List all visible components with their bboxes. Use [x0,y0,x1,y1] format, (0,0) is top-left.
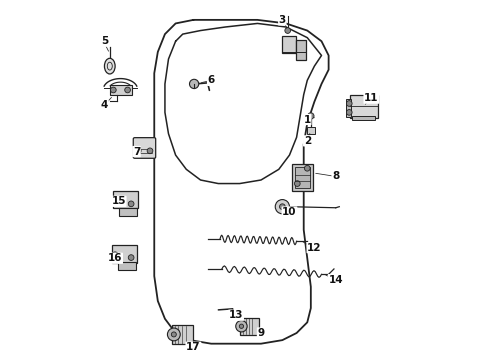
Circle shape [294,181,300,186]
Bar [295,167,311,188]
Bar [296,40,306,60]
Text: 7: 7 [133,147,140,157]
Text: 14: 14 [328,275,343,285]
Circle shape [279,204,285,210]
Circle shape [239,324,244,328]
Circle shape [346,101,352,106]
Bar [120,208,137,216]
Circle shape [190,79,199,89]
Text: 8: 8 [332,171,340,181]
Text: 12: 12 [307,243,321,253]
Text: 2: 2 [304,136,311,146]
Circle shape [125,87,130,93]
Bar [352,116,375,120]
Circle shape [114,198,120,203]
Text: 5: 5 [101,36,108,46]
Ellipse shape [104,58,115,74]
Circle shape [147,148,153,154]
Bar [282,36,296,53]
Bar [346,99,351,117]
Text: 17: 17 [186,342,201,352]
Circle shape [128,255,134,260]
Circle shape [285,28,291,33]
Circle shape [168,328,180,341]
Circle shape [135,148,141,154]
Bar [113,192,138,208]
Bar [240,318,259,335]
Text: 9: 9 [257,328,265,338]
Bar [307,127,315,134]
FancyBboxPatch shape [133,138,156,158]
Circle shape [304,165,310,171]
Text: 4: 4 [101,100,108,110]
Text: 13: 13 [229,310,244,320]
Text: 16: 16 [108,253,122,263]
Text: 1: 1 [304,114,311,125]
Circle shape [172,332,176,337]
Bar [172,325,194,345]
Bar [293,164,313,191]
Circle shape [346,109,352,115]
Circle shape [128,201,134,207]
Circle shape [111,87,116,93]
Text: 15: 15 [111,196,126,206]
Bar [112,245,137,262]
Text: 10: 10 [282,207,297,217]
Circle shape [236,320,247,332]
Text: 6: 6 [208,75,215,85]
Text: 3: 3 [279,15,286,25]
Circle shape [308,113,314,119]
Bar [350,95,378,118]
Circle shape [112,252,118,257]
Text: 11: 11 [364,93,379,103]
Bar [110,85,132,95]
Bar [118,262,137,270]
Circle shape [275,199,290,214]
